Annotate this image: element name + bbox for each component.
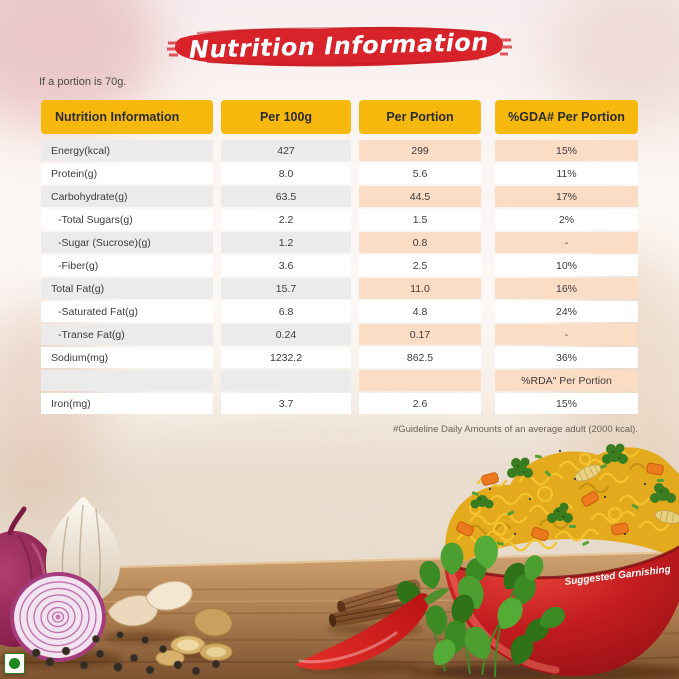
table-row-total-fat: Total Fat(g) 15.7 11.0 16% (41, 278, 641, 299)
brush-stroke (175, 26, 503, 67)
table-row-sodium: Sodium(mg) 1232.2 862.5 36% (41, 347, 641, 368)
table-row-trans-fat: -Transe Fat(g) 0.24 0.17 - (41, 324, 641, 345)
table-row-fiber: -Fiber(g) 3.6 2.5 10% (41, 255, 641, 276)
table-row-sucrose: -Sugar (Sucrose)(g) 1.2 0.8 - (41, 232, 641, 253)
green-dot-icon (9, 658, 20, 669)
halved-onion-image (10, 571, 106, 663)
table-row-total-sugars: -Total Sugars(g) 2.2 1.5 2% (41, 209, 641, 230)
nutrition-table: Nutrition Information Per 100g Per Porti… (41, 100, 641, 416)
peppercorns-image (31, 631, 221, 676)
vegetarian-mark-icon (4, 653, 25, 674)
table-row-carbohydrate: Carbohydrate(g) 63.5 44.5 17% (41, 186, 641, 207)
food-scene: Suggested Garnishing (0, 443, 679, 679)
carrot-pieces-image (456, 462, 664, 542)
table-row-energy: Energy(kcal) 427 299 15% (41, 140, 641, 161)
broccoli-florets-image (470, 443, 676, 523)
garlic-cloves-image (107, 581, 193, 627)
brush-texture-left (167, 41, 180, 57)
baby-corn-image (574, 464, 679, 524)
header-gda-per-portion: %GDA# Per Portion (495, 100, 638, 134)
header-per-portion: Per Portion (359, 100, 481, 134)
ginger-slices-image (155, 608, 233, 666)
chili-stem (424, 588, 450, 605)
spring-onion-bits-image (471, 454, 664, 546)
title-banner: Nutrition Information (167, 18, 512, 76)
table-header-row: Nutrition Information Per 100g Per Porti… (41, 100, 641, 134)
table-row-saturated-fat: -Saturated Fat(g) 6.8 4.8 24% (41, 301, 641, 322)
brush-texture-top (196, 27, 470, 34)
portion-note: If a portion is 70g. (39, 76, 127, 88)
header-nutrition-information: Nutrition Information (41, 100, 213, 134)
gda-footnote: #Guideline Daily Amounts of an average a… (392, 424, 638, 435)
table-row-protein: Protein(g) 8.0 5.6 11% (41, 163, 641, 184)
header-per-100g: Per 100g (221, 100, 351, 134)
noodles-image (445, 443, 679, 564)
coriander-leaves-image (391, 534, 569, 678)
table-row-rda-divider: %RDA″ Per Portion (41, 370, 641, 391)
brush-texture-right (500, 38, 512, 56)
pepper-specks-image (488, 449, 647, 536)
red-chili-image (295, 588, 450, 670)
brush-texture-bottom (206, 58, 480, 66)
table-row-iron: Iron(mg) 3.7 2.6 15% (41, 393, 641, 414)
